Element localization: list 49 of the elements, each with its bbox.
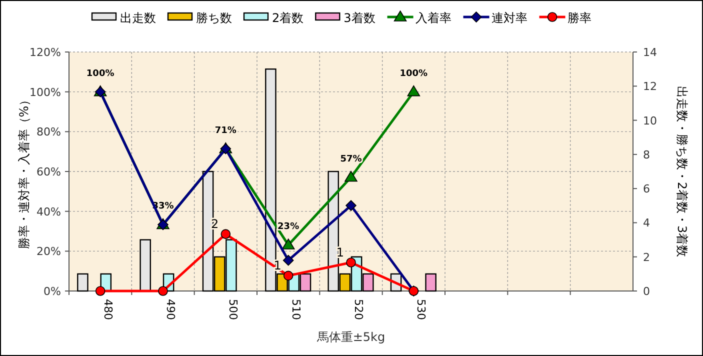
y2-tick-label: 2 xyxy=(643,250,650,264)
x-tick-label: 480 xyxy=(101,299,114,320)
legend-label: 勝ち数 xyxy=(196,11,232,25)
y-tick-label: 0% xyxy=(44,285,61,298)
point xyxy=(283,270,294,281)
y2-tick-label: 10 xyxy=(643,114,657,128)
y-tick-label: 20% xyxy=(36,245,61,258)
x-tick-label: 510 xyxy=(289,299,302,320)
data-label: 71% xyxy=(214,126,236,136)
y-axis-title: 勝率・連対率・入着率（%） xyxy=(17,94,31,250)
point xyxy=(346,200,356,211)
y-tick-label: 40% xyxy=(36,205,61,218)
y-tick-label: 120% xyxy=(30,46,61,59)
bar xyxy=(140,239,152,292)
y2-tick-label: 14 xyxy=(643,46,657,59)
x-tick-label: 500 xyxy=(226,299,240,320)
y2-tick-label: 8 xyxy=(643,148,650,162)
legend-label: 入着率 xyxy=(415,11,452,25)
legend-label: 勝率 xyxy=(567,11,592,25)
legend-label: 出走数 xyxy=(120,11,156,25)
x-tick-label: 490 xyxy=(164,299,177,320)
legend-label: 2着数 xyxy=(272,11,304,25)
y2-tick-label: 0 xyxy=(643,285,650,298)
point xyxy=(282,254,294,266)
bar xyxy=(425,273,436,292)
point xyxy=(282,238,295,250)
point xyxy=(346,258,356,268)
x-axis-title: 馬体重±5kg xyxy=(316,330,386,344)
y2-axis-title: 出走数・勝ち数・2着数・3着数 xyxy=(675,86,689,258)
data-label: 100% xyxy=(86,68,114,79)
y2-tick-label: 4 xyxy=(643,216,650,230)
point xyxy=(220,229,231,239)
bar xyxy=(77,273,88,292)
y-tick-label: 60% xyxy=(36,166,61,178)
data-label: 100% xyxy=(400,68,428,79)
point xyxy=(344,170,358,182)
y2-tick-label: 6 xyxy=(643,182,650,196)
point xyxy=(95,286,106,296)
data-label: 23% xyxy=(278,222,300,232)
point xyxy=(158,286,168,296)
y-tick-label: 80% xyxy=(36,126,61,139)
point xyxy=(407,85,420,96)
x-tick-label: 520 xyxy=(352,299,365,320)
x-tick-label: 530 xyxy=(414,299,428,320)
data-label: 57% xyxy=(340,154,362,164)
legend-label: 3着数 xyxy=(344,11,376,25)
y2-tick-label: 12 xyxy=(643,80,657,94)
y-tick-label: 100% xyxy=(30,86,61,99)
legend-label: 連対率 xyxy=(491,11,528,25)
